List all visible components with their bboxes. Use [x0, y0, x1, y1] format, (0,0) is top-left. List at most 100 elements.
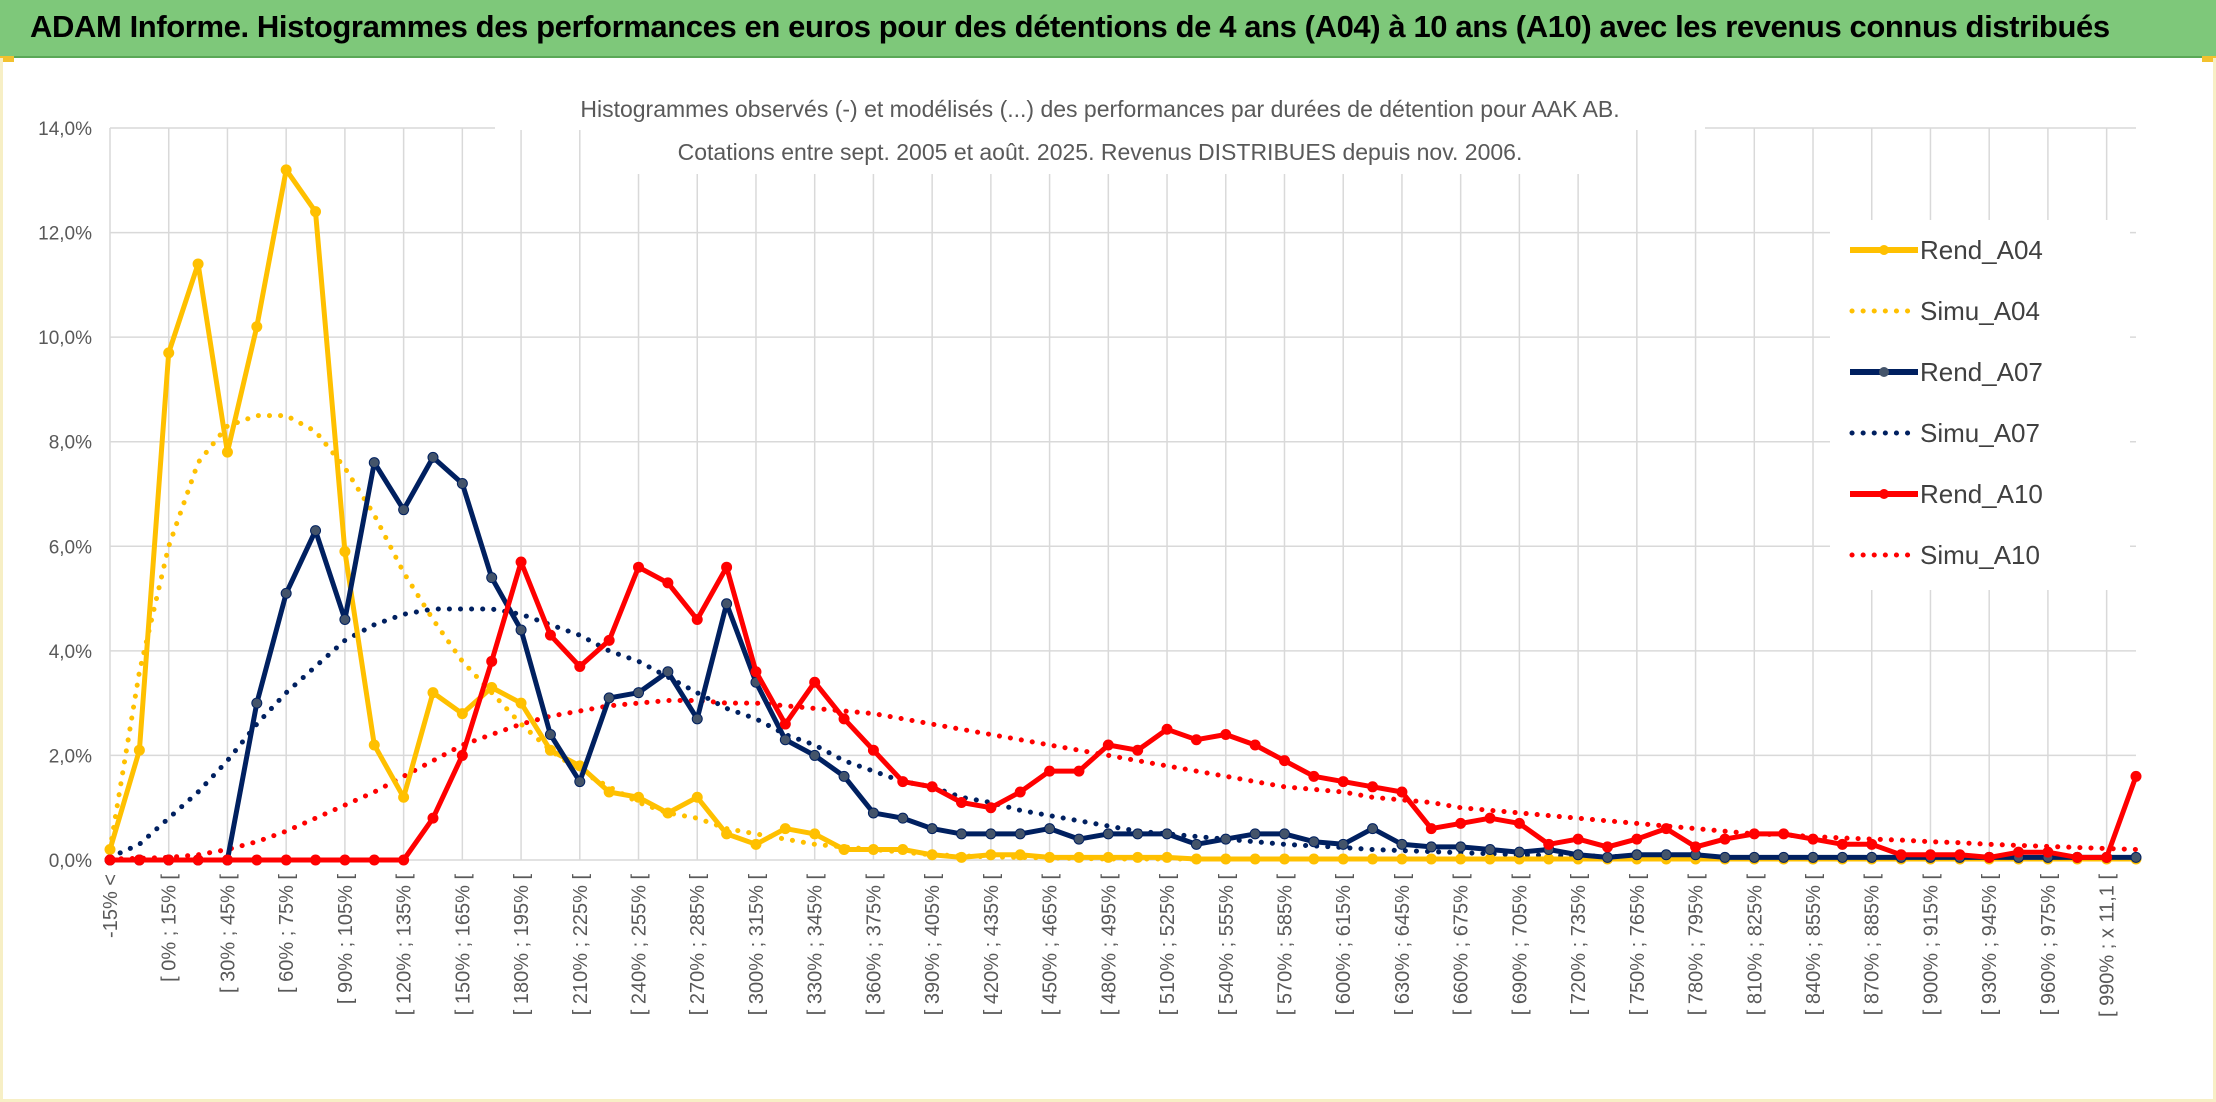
point-Rend_A10 [1190, 734, 1202, 746]
point-Rend_A10 [2101, 851, 2113, 863]
point-Rend_A10 [1748, 828, 1760, 840]
point-Rend_A04 [1484, 853, 1496, 865]
x-tick-label: [ 510% ; 525% [ [1157, 874, 1179, 1016]
title-banner: ADAM Informe. Histogrammes des performan… [0, 0, 2216, 58]
point-Rend_A10 [427, 812, 439, 824]
x-tick-label: [ 780% ; 795% [ [1686, 874, 1708, 1016]
x-tick-label: [ 300% ; 315% [ [746, 874, 768, 1016]
legend-mask [1830, 220, 2130, 590]
point-Rend_A04 [779, 823, 791, 835]
point-Rend_A04 [1278, 853, 1290, 865]
x-tick-label: [ 600% ; 615% [ [1333, 874, 1355, 1016]
x-tick-label: [ 30% ; 45% [ [217, 874, 239, 993]
x-tick-label: [ 930% ; 945% [ [1979, 874, 2001, 1016]
point-Rend_A07 [1513, 846, 1525, 858]
point-Rend_A04 [750, 838, 762, 850]
point-Rend_A10 [1543, 838, 1555, 850]
point-Rend_A07 [1044, 823, 1056, 835]
point-Rend_A04 [809, 828, 821, 840]
point-Rend_A07 [310, 525, 322, 537]
x-tick-label: [ 630% ; 645% [ [1392, 874, 1414, 1016]
point-Rend_A10 [1425, 823, 1437, 835]
y-tick-label: 8,0% [49, 433, 92, 454]
x-tick-label: [ 0% ; 15% [ [159, 874, 181, 982]
point-Rend_A07 [574, 776, 586, 788]
point-Rend_A10 [1102, 739, 1114, 751]
y-tick-label: 2,0% [49, 746, 92, 767]
x-tick-label: [ 690% ; 705% [ [1509, 874, 1531, 1016]
point-Rend_A10 [2071, 851, 2083, 863]
point-Rend_A10 [985, 802, 997, 814]
point-Rend_A07 [1073, 833, 1085, 845]
point-Rend_A04 [1102, 851, 1114, 863]
chart-title: Histogrammes observés (-) et modélisés (… [580, 96, 1619, 122]
point-Rend_A10 [1220, 729, 1232, 741]
x-tick-label: [ 270% ; 285% [ [687, 874, 709, 1016]
x-tick-label: [ 120% ; 135% [ [394, 874, 416, 1016]
point-Rend_A07 [1102, 828, 1114, 840]
x-tick-label: [ 390% ; 405% [ [922, 874, 944, 1016]
point-Rend_A10 [1983, 851, 1995, 863]
point-Rend_A10 [1954, 849, 1966, 861]
point-Rend_A10 [1484, 812, 1496, 824]
point-Rend_A04 [721, 828, 733, 840]
point-Rend_A04 [544, 744, 556, 756]
point-Rend_A07 [1660, 849, 1672, 861]
x-tick-label: [ 900% ; 915% [ [1920, 874, 1942, 1016]
point-Rend_A04 [1132, 851, 1144, 863]
point-Rend_A10 [1308, 770, 1320, 782]
legend-marker-Rend_A10 [1879, 489, 1889, 499]
point-Rend_A10 [1367, 781, 1379, 793]
point-Rend_A10 [456, 749, 468, 761]
x-tick-label: [ 420% ; 435% [ [981, 874, 1003, 1016]
point-Rend_A04 [368, 739, 380, 751]
point-Rend_A10 [2042, 846, 2054, 858]
point-Rend_A04 [192, 258, 204, 270]
point-Rend_A10 [1132, 744, 1144, 756]
x-tick-label: [ 360% ; 375% [ [863, 874, 885, 1016]
point-Rend_A07 [985, 828, 997, 840]
point-Rend_A04 [1014, 849, 1026, 861]
point-Rend_A04 [1190, 853, 1202, 865]
point-Rend_A04 [398, 791, 410, 803]
x-tick-label: [ 750% ; 765% [ [1627, 874, 1649, 1016]
point-Rend_A07 [603, 692, 615, 704]
x-tick-label: -15% < [100, 874, 122, 938]
point-Rend_A10 [544, 629, 556, 641]
point-Rend_A10 [838, 713, 850, 725]
point-Rend_A10 [1513, 817, 1525, 829]
point-Rend_A07 [427, 451, 439, 463]
point-Rend_A07 [339, 613, 351, 625]
x-tick-label: [ 720% ; 735% [ [1568, 874, 1590, 1016]
point-Rend_A07 [368, 457, 380, 469]
x-tick-label: [ 960% ; 975% [ [2038, 874, 2060, 1016]
y-tick-label: 14,0% [38, 119, 92, 140]
point-Rend_A10 [1807, 833, 1819, 845]
point-Rend_A04 [956, 851, 968, 863]
chart-frame [0, 58, 2216, 1102]
point-Rend_A10 [926, 781, 938, 793]
point-Rend_A07 [1278, 828, 1290, 840]
point-Rend_A04 [1308, 853, 1320, 865]
x-tick-label: [ 810% ; 825% [ [1744, 874, 1766, 1016]
point-Rend_A07 [1367, 823, 1379, 835]
point-Rend_A04 [1044, 851, 1056, 863]
x-tick-label: [ 330% ; 345% [ [805, 874, 827, 1016]
x-tick-label: [ 180% ; 195% [ [511, 874, 533, 1016]
point-Rend_A10 [1895, 849, 1907, 861]
legend-label-Rend_A07: Rend_A07 [1920, 357, 2043, 387]
x-tick-label: [ 90% ; 105% [ [335, 874, 357, 1005]
point-Rend_A10 [1572, 833, 1584, 845]
point-Rend_A10 [867, 744, 879, 756]
x-tick-label: [ 840% ; 855% [ [1803, 874, 1825, 1016]
point-Rend_A10 [662, 577, 674, 589]
point-Rend_A10 [515, 556, 527, 568]
point-Rend_A07 [1337, 838, 1349, 850]
point-Rend_A07 [1308, 836, 1320, 848]
legend-marker-Rend_A07 [1879, 367, 1889, 377]
series-Rend_A07 [110, 454, 2136, 863]
corner-marker-right [2202, 56, 2216, 62]
point-Rend_A04 [1220, 853, 1232, 865]
x-tick-label: [ 150% ; 165% [ [452, 874, 474, 1016]
plot-series [104, 164, 2142, 866]
